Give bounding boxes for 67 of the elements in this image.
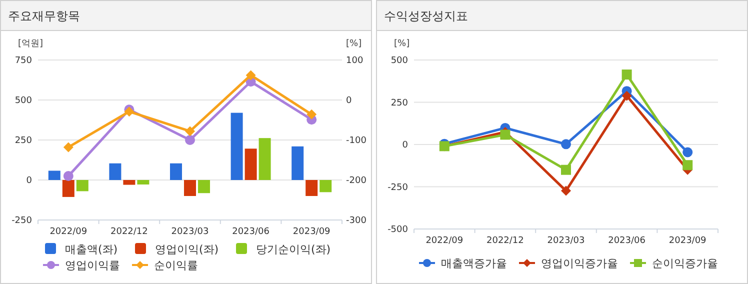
point [682,147,693,158]
y2-tick-label: -100 [346,136,367,146]
y2-axis-title: [%] [346,39,362,49]
bar [123,180,136,185]
y2-tick-label: -200 [346,176,367,186]
bar [306,180,318,196]
x-tick-label: 2022/09 [50,227,88,237]
bar [230,112,243,180]
y-tick-label: -500 [388,225,408,235]
bar [320,180,332,192]
y2-tick-label: 0 [346,96,352,106]
x-tick-label: 2023/06 [232,227,270,237]
y2-tick-label: 100 [346,56,364,66]
bar [109,163,122,180]
y2-tick-label: -300 [346,216,367,226]
point [306,109,317,120]
y-tick-label: -250 [12,216,32,226]
y-axis-title: [억원] [18,39,44,49]
legend-label: 영업이익률 [65,259,120,272]
point [622,90,632,101]
y-tick-label: -250 [388,182,408,193]
point [500,130,510,140]
x-tick-label: 2023/03 [171,227,209,237]
y-tick-label: 500 [390,56,408,66]
point [63,142,74,152]
bar [170,163,182,180]
bar [292,146,304,180]
point [682,160,693,170]
legend-label: 매출액증가율 [441,257,507,270]
chart-title: 주요재무항목 [8,9,80,23]
legend-label: 당기순이익(좌) [256,243,331,256]
legend-label: 영업이익(좌) [155,243,219,256]
bar [62,180,74,197]
bar [184,180,196,196]
x-tick-label: 2023/03 [547,236,585,246]
x-tick-label: 2023/06 [608,236,646,246]
point [622,70,632,80]
x-tick-label: 2023/09 [292,227,331,237]
bar [76,180,88,192]
x-tick-label: 2022/12 [486,236,524,246]
chart-title: 수익성장성지표 [384,9,468,23]
y-tick-label: 0 [26,176,32,186]
x-tick-label: 2022/09 [426,236,464,246]
y-tick-label: 0 [402,140,408,150]
point [246,70,256,80]
bar [48,170,60,180]
legend-label: 순이익증가율 [652,257,718,270]
legend-label: 영업이익증가율 [541,257,618,270]
bar [244,148,257,180]
legend-label: 매출액(좌) [65,243,118,256]
y-tick-label: 250 [14,136,32,146]
y-axis-title: [%] [394,39,410,49]
x-tick-label: 2023/09 [668,236,707,246]
bar [198,180,210,194]
point [185,126,195,136]
y-tick-label: 500 [14,96,32,106]
point [561,164,571,175]
y-tick-label: 750 [14,56,32,66]
bar [258,138,271,180]
legend-label: 순이익률 [154,259,198,272]
point [561,139,571,150]
point [561,186,571,196]
x-tick-label: 2022/12 [110,227,148,237]
point [63,171,74,181]
y-tick-label: 250 [390,98,408,108]
point [185,135,195,145]
bar [137,180,150,184]
